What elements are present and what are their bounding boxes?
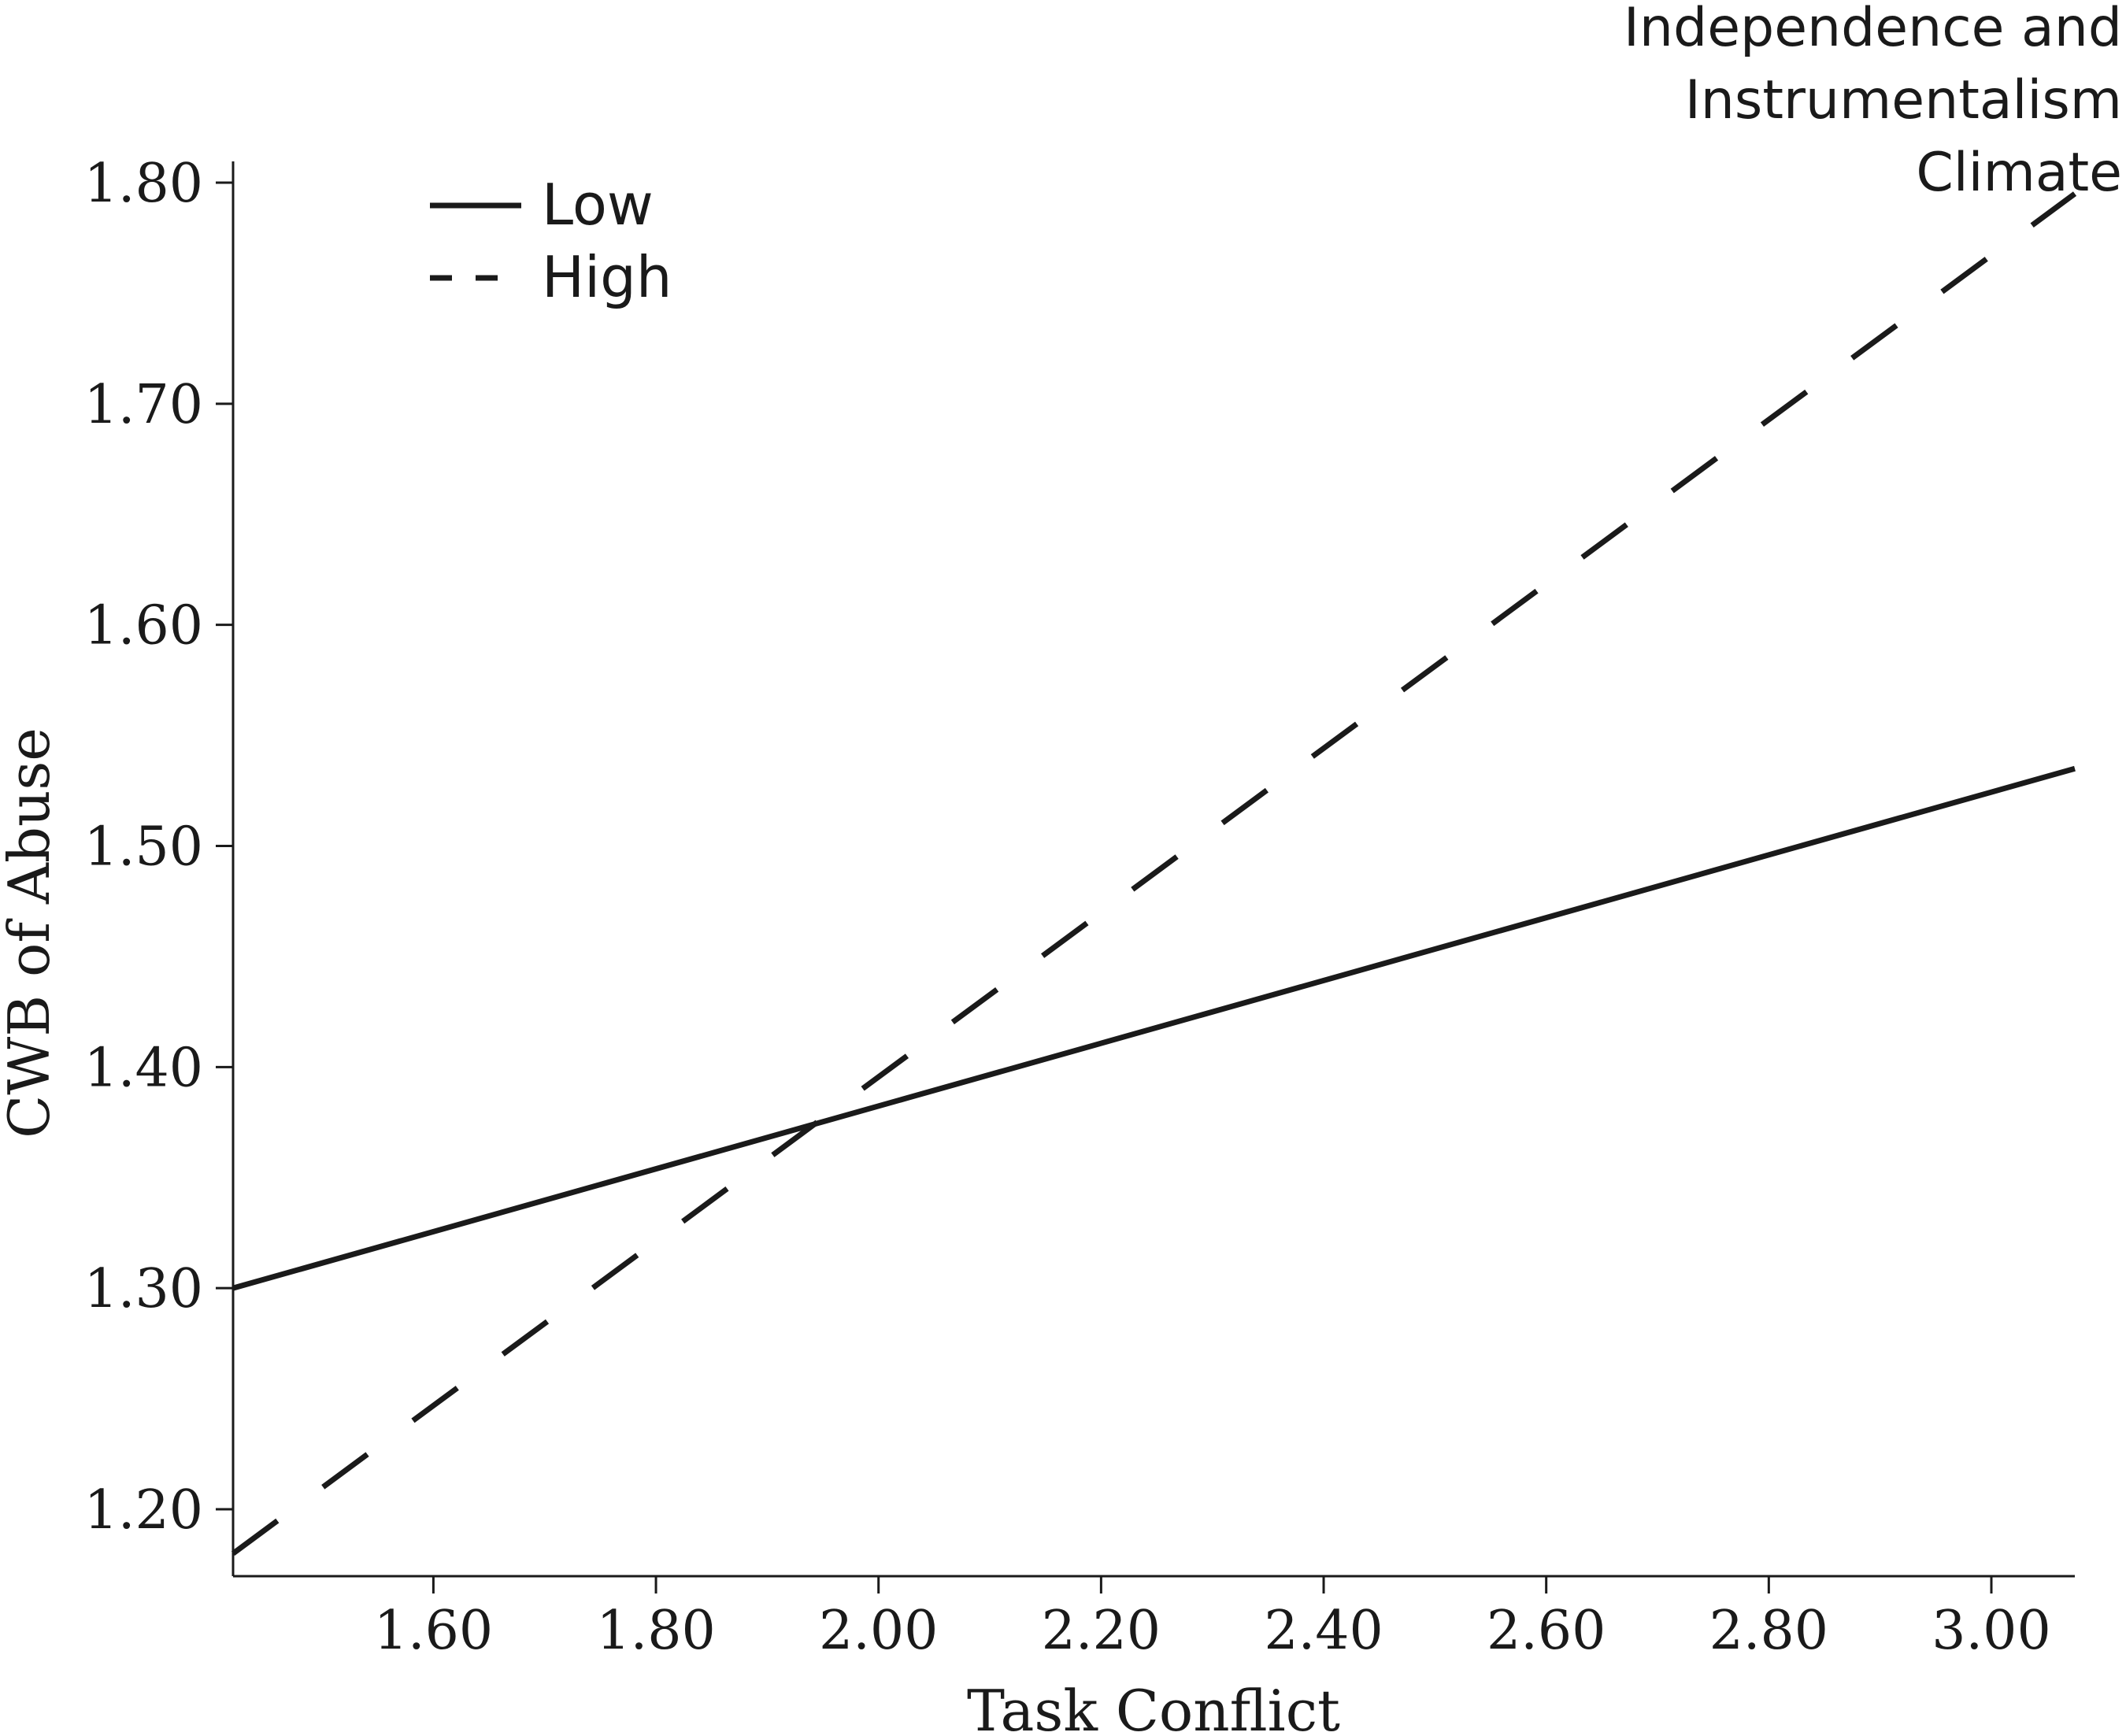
legend: Independence and Instrumentalism Climate L… [430,0,2122,310]
x-axis-ticks: 1.60 1.80 2.00 2.20 2.40 2.60 2.80 3.00 [374,1576,2051,1662]
legend-label-low: Low [542,172,654,238]
y-axis-ticks: 1.20 1.30 1.40 1.50 1.60 1.70 1.80 [84,153,233,1542]
y-tick-label: 1.40 [84,1037,203,1099]
y-tick-label: 1.80 [84,153,203,215]
y-tick-label: 1.20 [84,1479,203,1542]
x-tick-label: 1.60 [374,1600,493,1662]
legend-label-high: High [542,244,672,310]
x-tick-label: 2.20 [1042,1600,1161,1662]
legend-title: Independence and Instrumentalism Climate [1624,0,2122,204]
y-tick-label: 1.70 [84,374,203,436]
y-axis-label: CWB of Abuse [0,727,62,1138]
legend-title-line: Climate [1916,142,2122,204]
y-tick-label: 1.60 [84,595,203,657]
x-tick-label: 2.60 [1487,1600,1606,1662]
y-tick-label: 1.30 [84,1258,203,1320]
legend-title-line: Independence and [1624,0,2122,59]
x-tick-label: 1.80 [596,1600,715,1662]
x-axis-label: Task Conflict [967,1678,1340,1736]
y-tick-label: 1.50 [84,816,203,879]
x-tick-label: 2.80 [1709,1600,1828,1662]
legend-title-line: Instrumentalism [1685,69,2122,131]
series-line-low [232,765,2076,1291]
x-tick-label: 2.40 [1264,1600,1383,1662]
axes [231,161,2075,1578]
series-lines [231,191,2077,1556]
series-line-high [231,191,2077,1556]
x-tick-label: 3.00 [1932,1600,2050,1662]
x-tick-label: 2.00 [819,1600,938,1662]
